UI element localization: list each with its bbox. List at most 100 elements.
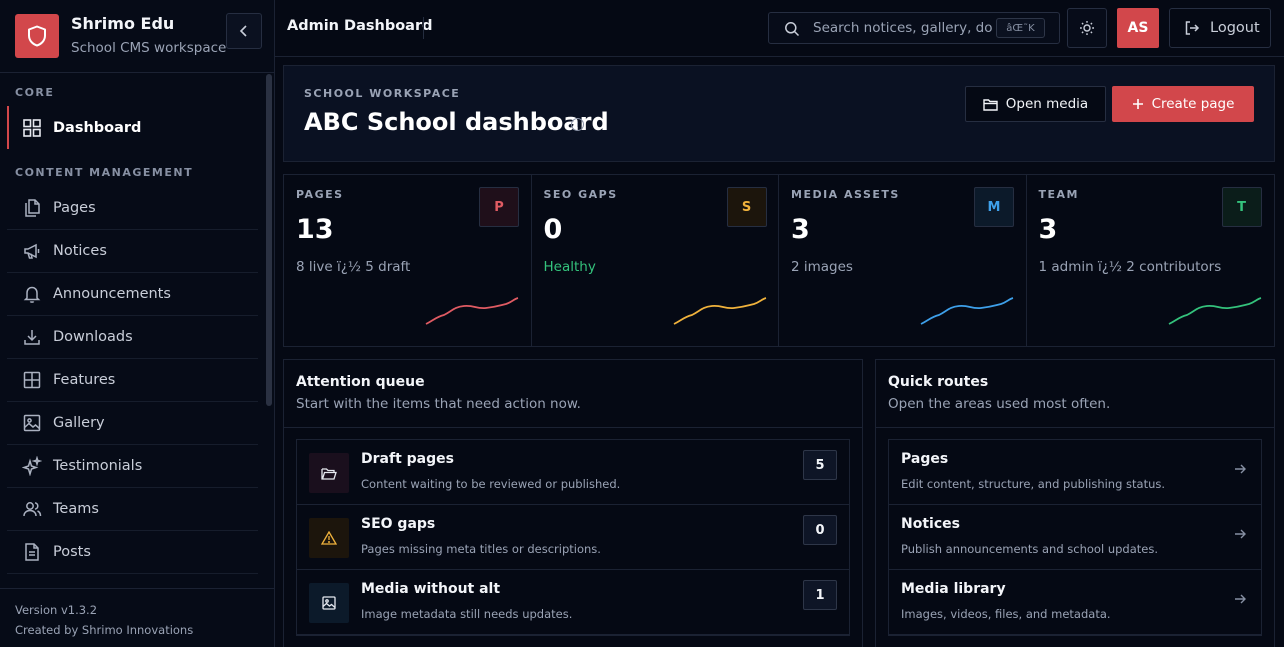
stat-label: MEDIA ASSETS — [791, 188, 900, 201]
list-item[interactable]: Media without alt Image metadata still n… — [297, 570, 849, 635]
sidebar-item-downloads[interactable]: Downloads — [7, 316, 258, 359]
info-icon[interactable]: i — [571, 118, 584, 131]
download-icon — [22, 327, 42, 347]
count-badge: 1 — [803, 580, 837, 610]
stat-badge: S — [726, 187, 767, 227]
sparkline-chart — [425, 297, 519, 325]
sidebar-scrollbar[interactable] — [266, 74, 272, 406]
sidebar-item-gallery[interactable]: Gallery — [7, 402, 258, 445]
sidebar-item-announcements[interactable]: Announcements — [7, 273, 258, 316]
item-title: Draft pages — [361, 451, 454, 467]
route-link-notices[interactable]: Notices Publish announcements and school… — [889, 505, 1261, 570]
stat-badge: T — [1221, 187, 1262, 227]
sidebar-item-label: Features — [53, 372, 116, 388]
collapse-sidebar-button[interactable] — [226, 13, 262, 49]
arrow-right-icon — [1234, 593, 1246, 605]
attention-queue-panel: Attention queue Start with the items tha… — [283, 359, 863, 647]
stat-subtext: 1 admin ï¿½ 2 contributors — [1038, 259, 1222, 275]
sidebar-item-testimonials[interactable]: Testimonials — [7, 445, 258, 488]
item-description: Image metadata still needs updates. — [361, 607, 573, 621]
sidebar-item-posts[interactable]: Posts — [7, 531, 258, 574]
panel-title: Attention queue — [296, 374, 425, 390]
sparkline-chart — [673, 297, 766, 325]
stat-card-media-assets[interactable]: MEDIA ASSETS 3 2 images M — [779, 175, 1027, 346]
document-icon — [22, 542, 42, 562]
route-title: Pages — [901, 451, 949, 467]
route-description: Images, videos, files, and metadata. — [901, 607, 1111, 621]
stat-value: 3 — [791, 214, 810, 245]
sidebar-item-label: Notices — [53, 243, 107, 259]
sidebar-item-dashboard[interactable]: Dashboard — [7, 106, 258, 149]
stat-card-team[interactable]: TEAM 3 1 admin ï¿½ 2 contributors T — [1027, 175, 1275, 346]
image-icon — [22, 413, 42, 433]
sidebar-item-notices[interactable]: Notices — [7, 230, 258, 273]
megaphone-icon — [22, 241, 42, 261]
divider — [876, 427, 1274, 428]
panel-title: Quick routes — [888, 374, 989, 390]
bell-icon — [22, 284, 42, 304]
search-input[interactable] — [813, 18, 993, 38]
panel-subtitle: Open the areas used most often. — [888, 396, 1111, 412]
sparkles-icon — [22, 456, 42, 476]
shield-icon — [15, 14, 59, 58]
chevron-left-icon — [239, 25, 247, 37]
stat-card-pages[interactable]: PAGES 13 8 live ï¿½ 5 draft P — [284, 175, 532, 346]
warning-icon — [309, 518, 349, 558]
stat-value: 13 — [296, 214, 334, 245]
version-text: Version v1.3.2 — [15, 603, 98, 617]
sidebar-item-features[interactable]: Features — [7, 359, 258, 402]
item-title: Media without alt — [361, 581, 501, 597]
users-icon — [22, 499, 42, 519]
list-item[interactable]: SEO gaps Pages missing meta titles or de… — [297, 505, 849, 570]
route-title: Media library — [901, 581, 1006, 597]
divider — [423, 17, 424, 39]
quick-routes-panel: Quick routes Open the areas used most of… — [875, 359, 1275, 647]
stat-badge: P — [479, 187, 519, 227]
brand-name: Shrimo Edu — [71, 14, 175, 33]
section-label-core: CORE — [15, 86, 55, 99]
sidebar-item-label: Gallery — [53, 415, 105, 431]
stat-badge: M — [974, 187, 1014, 227]
count-badge: 0 — [803, 515, 837, 545]
route-title: Notices — [901, 516, 960, 532]
sidebar-item-label: Dashboard — [53, 119, 142, 136]
stat-subtext: 2 images — [791, 259, 853, 275]
route-link-pages[interactable]: Pages Edit content, structure, and publi… — [889, 440, 1261, 505]
divider — [284, 427, 862, 428]
stat-value: 0 — [543, 214, 563, 245]
files-icon — [22, 198, 42, 218]
search-shortcut-hint: âŒ˜K — [996, 18, 1045, 38]
panel-subtitle: Start with the items that need action no… — [296, 396, 581, 412]
avatar[interactable]: AS — [1117, 8, 1159, 48]
sidebar-item-label: Testimonials — [53, 458, 143, 474]
quick-routes-list: Pages Edit content, structure, and publi… — [888, 439, 1262, 636]
sidebar-item-teams[interactable]: Teams — [7, 488, 258, 531]
section-label-content: CONTENT MANAGEMENT — [15, 166, 194, 179]
search-box[interactable]: âŒ˜K — [768, 12, 1060, 44]
stat-subtext: 8 live ï¿½ 5 draft — [296, 259, 411, 275]
plus-icon — [1132, 98, 1144, 110]
create-page-button[interactable]: Create page — [1112, 86, 1254, 122]
create-page-label: Create page — [1151, 96, 1235, 112]
logout-label: Logout — [1210, 20, 1260, 36]
count-badge: 5 — [803, 450, 837, 480]
sparkline-chart — [920, 297, 1014, 325]
sidebar-item-label: Announcements — [53, 286, 171, 302]
image-icon — [309, 583, 349, 623]
stat-subtext: Healthy — [543, 259, 596, 275]
credit-text: Created by Shrimo Innovations — [15, 623, 194, 637]
stat-value: 3 — [1038, 214, 1058, 245]
item-description: Content waiting to be reviewed or publis… — [361, 477, 621, 491]
search-icon — [785, 22, 800, 37]
sidebar: Shrimo Edu School CMS workspace CORE Das… — [0, 0, 275, 647]
sidebar-item-pages[interactable]: Pages — [7, 187, 258, 230]
page-title: ABC School dashboard — [304, 108, 609, 136]
logout-button[interactable]: Logout — [1169, 8, 1271, 48]
item-title: SEO gaps — [361, 516, 436, 532]
stats-row: PAGES 13 8 live ï¿½ 5 draft P SEO GAPS 0… — [283, 174, 1275, 347]
open-media-button[interactable]: Open media — [965, 86, 1106, 122]
list-item[interactable]: Draft pages Content waiting to be review… — [297, 440, 849, 505]
theme-toggle-button[interactable] — [1067, 8, 1107, 48]
stat-card-seo-gaps[interactable]: SEO GAPS 0 Healthy S — [532, 175, 779, 346]
route-link-media-library[interactable]: Media library Images, videos, files, and… — [889, 570, 1261, 635]
